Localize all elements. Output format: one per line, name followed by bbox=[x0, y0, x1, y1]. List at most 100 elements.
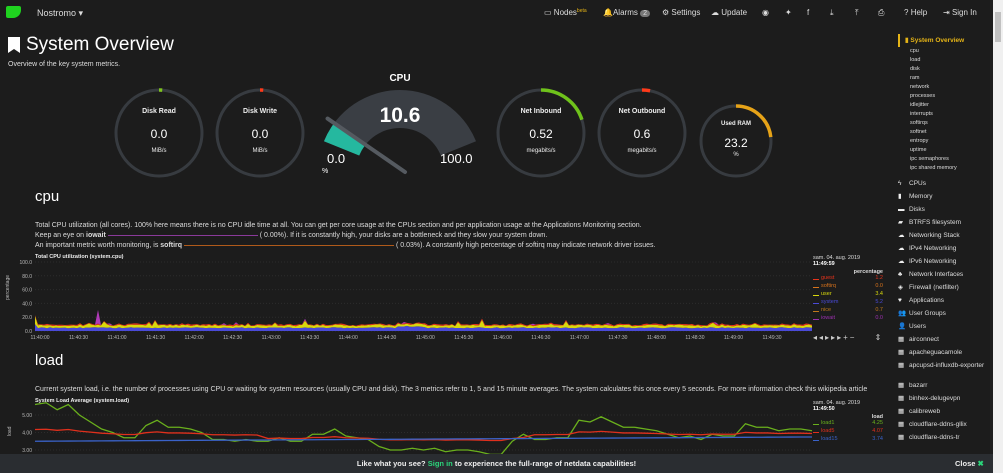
legend-name: load1 bbox=[821, 420, 835, 426]
facebook-icon[interactable]: f bbox=[807, 8, 810, 17]
legend-value: 5.2 bbox=[875, 299, 883, 305]
cpu-desc-line2: Keep an eye on iowait ( 0.00%). If it is… bbox=[35, 231, 656, 241]
update-label: Update bbox=[721, 8, 748, 17]
legend-item[interactable]: system 5.2 bbox=[813, 299, 883, 307]
download-icon[interactable]: ⤓ bbox=[830, 8, 834, 17]
sidebar-item[interactable]: ▦ bazarr bbox=[898, 379, 993, 392]
load-chart[interactable]: 5.00 4.00 3.00 bbox=[0, 400, 815, 454]
banner-signin-link[interactable]: Sign in bbox=[427, 459, 453, 468]
sidebar-item[interactable]: 👤 Users bbox=[898, 320, 993, 333]
sidebar-item[interactable]: 👥 User Groups bbox=[898, 307, 993, 320]
sidebar-item[interactable]: ▦ apacheguacamole bbox=[898, 346, 993, 359]
y-tick-label: 0.0 bbox=[25, 329, 32, 335]
x-tick-label: 11:46:30 bbox=[531, 335, 550, 341]
pan-left-icon[interactable]: ◂◂ bbox=[813, 333, 826, 342]
sidebar-subitem[interactable]: interrupts bbox=[910, 111, 933, 117]
host-dropdown[interactable]: Nostromo ▾ bbox=[37, 8, 83, 19]
resize-icon[interactable]: ⇕ bbox=[874, 333, 884, 342]
zoom-in-icon[interactable]: + bbox=[843, 333, 850, 342]
legend-item[interactable]: nice 0.7 bbox=[813, 307, 883, 315]
legend-item[interactable]: softirq 0.0 bbox=[813, 283, 883, 291]
sidebar-subitem[interactable]: load bbox=[910, 57, 921, 63]
print-icon[interactable]: ⎙ bbox=[878, 8, 885, 17]
sidebar-subitem[interactable]: network bbox=[910, 84, 930, 90]
sidebar-active-label: System Overview bbox=[910, 37, 965, 44]
help-button[interactable]: ? Help bbox=[904, 8, 927, 17]
zoom-out-icon[interactable]: − bbox=[849, 333, 857, 342]
sidebar-subitem[interactable]: idlejitter bbox=[910, 102, 929, 108]
upload-icon[interactable]: ⤒ bbox=[855, 8, 859, 17]
user-icon: 👤 bbox=[898, 323, 907, 330]
sidebar-item[interactable]: ▦ binhex-delugevpn bbox=[898, 392, 993, 405]
host-name: Nostromo bbox=[37, 8, 77, 18]
settings-button[interactable]: ⚙ Settings bbox=[662, 8, 700, 17]
sidebar-subitem[interactable]: ipc semaphores bbox=[910, 156, 949, 162]
legend-item[interactable]: load5 4.07 bbox=[813, 428, 883, 436]
close-icon: ✖ bbox=[977, 459, 984, 468]
netdata-logo[interactable] bbox=[6, 6, 21, 18]
sidebar-item[interactable]: ▦ cloudflare-ddns-gllix bbox=[898, 418, 993, 431]
cloud-icon: ☁ bbox=[898, 232, 905, 239]
cpu-chart-legend: sam. 04. aug. 2019 11:49:59 percentage g… bbox=[813, 255, 883, 342]
y-tick-label: 100.0 bbox=[19, 260, 32, 266]
legend-item[interactable]: user 3.4 bbox=[813, 291, 883, 299]
series-line-load1 bbox=[34, 402, 813, 454]
sidebar-item[interactable]: ♥ Applications bbox=[898, 294, 993, 307]
cpu-chart[interactable]: 100.0 80.0 60.0 40.0 20.0 0.011:40:00 11:40:30… bbox=[0, 255, 815, 345]
sidebar-item[interactable]: ☁ IPv4 Networking bbox=[898, 242, 993, 255]
legend-item[interactable]: iowait 0.0 bbox=[813, 315, 883, 323]
disk-write-label: Disk Write bbox=[242, 108, 278, 115]
sidebar-subitem[interactable]: uptime bbox=[910, 147, 927, 153]
x-tick-label: 11:43:30 bbox=[300, 335, 319, 341]
top-navbar: Nostromo ▾ ▭ Nodesbeta 🔔Alarms 2 ⚙ Setti… bbox=[0, 0, 993, 26]
sidebar-subitem[interactable]: ipc shared memory bbox=[910, 165, 957, 171]
load-chart-title: System Load Average (system.load) bbox=[35, 398, 130, 404]
nodes-button[interactable]: ▭ Nodesbeta bbox=[544, 8, 587, 17]
alarms-button[interactable]: 🔔Alarms 2 bbox=[603, 8, 650, 17]
sidebar-subitem[interactable]: entropy bbox=[910, 138, 929, 144]
pan-right-icon[interactable]: ▸▸ bbox=[831, 333, 844, 342]
sidebar-item[interactable]: ▦ calibreweb bbox=[898, 405, 993, 418]
grid-icon: ▦ bbox=[898, 349, 905, 356]
sidebar-item[interactable]: ▦ cloudflare-ddns-tr bbox=[898, 431, 993, 444]
sidebar-item[interactable]: ϟ CPUs bbox=[898, 177, 993, 190]
scrollbar[interactable] bbox=[993, 0, 1003, 473]
sidebar-subitem[interactable]: softnet bbox=[910, 129, 927, 135]
sidebar-subitem[interactable]: disk bbox=[910, 66, 920, 72]
load-description: Current system load, i.e. the number of … bbox=[35, 386, 868, 393]
sidebar-item[interactable]: ♣ Network Interfaces bbox=[898, 268, 993, 281]
sidebar-item[interactable]: ▮ Memory bbox=[898, 190, 993, 203]
cpu-desc-line1: Total CPU utilization (all cores). 100% … bbox=[35, 222, 642, 229]
update-button[interactable]: ☁ Update bbox=[711, 8, 747, 17]
legend-item[interactable]: load1 4.25 bbox=[813, 420, 883, 428]
github-icon[interactable]: ◉ bbox=[762, 8, 769, 17]
sidebar-item[interactable]: ▦ apcupsd-influxdb-exporter bbox=[898, 359, 993, 379]
hdd-icon: ▬ bbox=[898, 206, 905, 213]
signin-button[interactable]: ⇥ Sign In bbox=[943, 8, 977, 17]
cpu-section-heading: cpu bbox=[35, 188, 60, 205]
cpu-gauge-min: 0.0 bbox=[327, 151, 346, 166]
sidebar-item[interactable]: ◈ Firewall (netfilter) bbox=[898, 281, 993, 294]
legend-value: 0.0 bbox=[875, 315, 883, 321]
banner-close-button[interactable]: Close ✖ bbox=[955, 454, 984, 473]
sidebar-subitem[interactable]: ram bbox=[910, 75, 920, 81]
legend-item[interactable]: guest 1.2 bbox=[813, 275, 883, 283]
play-icon[interactable]: ▸ bbox=[825, 333, 832, 342]
sidebar-item[interactable]: ▰ BTRFS filesystem bbox=[898, 216, 993, 229]
y-tick-label: 5.00 bbox=[22, 413, 32, 419]
sidebar-subitem[interactable]: cpu bbox=[910, 48, 919, 54]
sidebar-item[interactable]: ▬ Disks bbox=[898, 203, 993, 216]
twitter-icon[interactable]: ✦ bbox=[785, 8, 792, 17]
x-tick-label: 11:48:00 bbox=[647, 335, 666, 341]
legend-item[interactable]: load15 3.74 bbox=[813, 436, 883, 444]
sidebar-subitem[interactable]: softirqs bbox=[910, 120, 928, 126]
grid-icon: ▦ bbox=[898, 395, 905, 402]
chart-controls[interactable]: ◂◂▸▸▸+− ⇕ bbox=[813, 333, 883, 342]
scrollbar-thumb[interactable] bbox=[995, 12, 1001, 42]
sidebar-item-system-overview[interactable]: ▮ System Overview bbox=[898, 34, 993, 47]
sidebar-item[interactable]: ☁ Networking Stack bbox=[898, 229, 993, 242]
sidebar-subitem[interactable]: processes bbox=[910, 93, 936, 99]
sidebar-item[interactable]: ☁ IPv6 Networking bbox=[898, 255, 993, 268]
sidebar-item[interactable]: ▦ airconnect bbox=[898, 333, 993, 346]
used-ram-arc bbox=[735, 104, 773, 138]
